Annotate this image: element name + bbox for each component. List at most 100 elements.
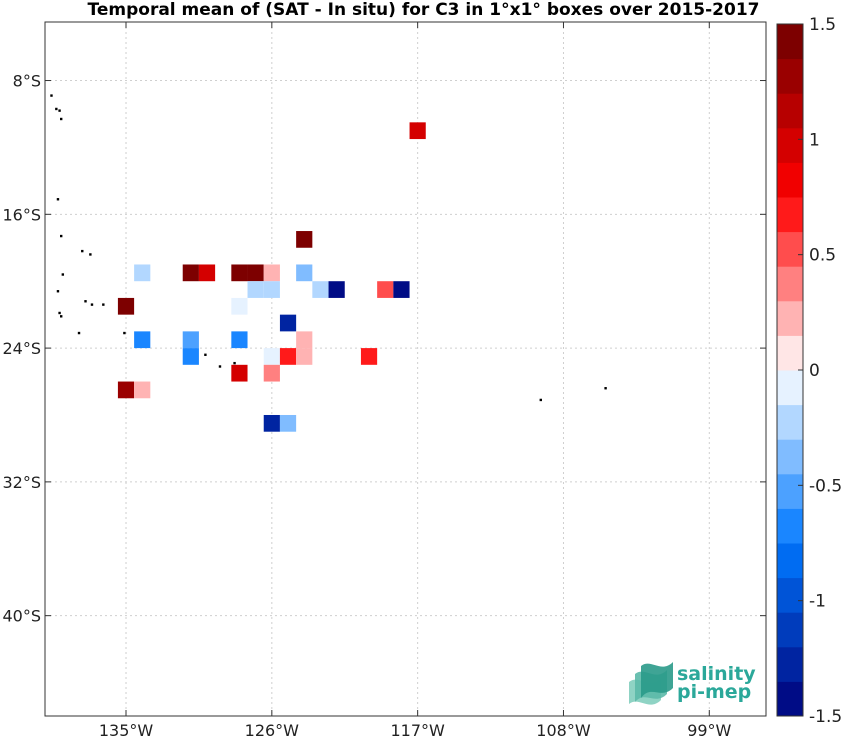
data-cell bbox=[134, 331, 151, 349]
y-tick-label: 32°S bbox=[2, 473, 41, 492]
data-cell bbox=[231, 364, 248, 382]
island-dot bbox=[56, 290, 60, 293]
colorbar-tick-label: -1.5 bbox=[809, 707, 842, 727]
colorbar-tick-label: 0 bbox=[809, 361, 820, 381]
data-cell bbox=[231, 297, 248, 315]
map-background bbox=[45, 22, 766, 716]
colorbar-tick-label: -1 bbox=[809, 592, 826, 612]
colorbar-swatch bbox=[777, 231, 803, 267]
logo-line2: pi-mep bbox=[677, 681, 751, 703]
colorbar-swatch bbox=[777, 58, 803, 94]
data-cell bbox=[182, 331, 199, 349]
colorbar-swatch bbox=[777, 335, 803, 371]
island-dot bbox=[218, 365, 222, 368]
colorbar-swatch bbox=[777, 681, 803, 717]
data-cell bbox=[231, 264, 248, 282]
data-cell bbox=[393, 281, 410, 298]
island-dot bbox=[604, 387, 607, 390]
data-cells bbox=[117, 122, 426, 432]
colorbar-swatch bbox=[777, 543, 803, 579]
data-cell bbox=[134, 264, 151, 282]
plot-frame bbox=[44, 21, 767, 717]
x-tick-label: 117°W bbox=[390, 721, 445, 740]
salinity-pi-mep-logo: salinity pi-mep bbox=[629, 662, 756, 705]
island-dot bbox=[204, 353, 207, 356]
colorbar-swatch bbox=[777, 508, 803, 544]
colorbar-swatch bbox=[777, 646, 803, 682]
island-dot bbox=[55, 107, 58, 111]
data-cell bbox=[263, 281, 280, 298]
island-dot bbox=[61, 273, 65, 276]
island-dot bbox=[60, 234, 63, 238]
data-cell bbox=[247, 281, 264, 298]
island-dot bbox=[60, 315, 63, 318]
island-markers bbox=[50, 94, 607, 402]
data-cell bbox=[279, 314, 297, 332]
data-cell bbox=[231, 331, 248, 349]
data-cell bbox=[263, 414, 280, 432]
x-tick-label: 108°W bbox=[536, 721, 591, 740]
y-tick-label: 24°S bbox=[2, 339, 41, 358]
data-cell bbox=[134, 381, 151, 399]
colorbar-tick-label: 0.5 bbox=[809, 246, 836, 266]
colorbar-tick-label: 1.5 bbox=[809, 15, 836, 35]
x-tick-label: 99°W bbox=[687, 721, 731, 740]
x-tick-label: 135°W bbox=[99, 721, 154, 740]
colorbar: 1.5 1 0.5 0 -0.5 -1 -1.5 bbox=[776, 15, 842, 727]
colorbar-swatch bbox=[777, 370, 803, 406]
data-cell bbox=[117, 297, 135, 315]
data-cell bbox=[296, 331, 313, 349]
island-dot bbox=[89, 253, 92, 256]
data-cell bbox=[296, 348, 313, 365]
colorbar-swatch bbox=[777, 162, 803, 198]
data-cell bbox=[263, 264, 280, 282]
y-tick-label: 8°S bbox=[13, 72, 41, 91]
colorbar-swatch bbox=[777, 24, 803, 60]
colorbar-swatch bbox=[777, 439, 803, 475]
colorbar-swatch bbox=[777, 93, 803, 129]
colorbar-swatch bbox=[777, 300, 803, 336]
colorbar-swatch bbox=[777, 266, 803, 302]
island-dot bbox=[84, 300, 87, 303]
colorbar-swatch bbox=[777, 197, 803, 233]
island-dot bbox=[539, 398, 542, 402]
island-dot bbox=[123, 331, 126, 335]
data-cell bbox=[117, 381, 135, 399]
colorbar-swatch bbox=[777, 577, 803, 613]
data-cell bbox=[182, 348, 199, 365]
data-cell bbox=[377, 281, 394, 298]
data-cell bbox=[328, 281, 345, 298]
data-cell bbox=[182, 264, 199, 282]
island-dot bbox=[233, 361, 236, 365]
data-cell bbox=[312, 281, 329, 298]
island-dot bbox=[102, 303, 105, 306]
data-cell bbox=[409, 122, 426, 140]
logo-wave-icon bbox=[629, 662, 673, 705]
island-dot bbox=[60, 117, 63, 121]
island-dot bbox=[77, 331, 81, 335]
map-area bbox=[45, 22, 766, 716]
data-cell bbox=[360, 348, 378, 365]
island-dot bbox=[81, 249, 84, 253]
data-cell bbox=[263, 348, 280, 365]
logo-line1: salinity bbox=[677, 663, 756, 685]
data-cell bbox=[296, 264, 313, 282]
data-cell bbox=[263, 364, 280, 382]
data-cell bbox=[279, 348, 297, 365]
y-axis-ticks: 8°S 16°S 24°S 32°S 40°S bbox=[2, 72, 766, 626]
y-tick-label: 40°S bbox=[2, 607, 41, 626]
x-tick-label: 126°W bbox=[245, 721, 300, 740]
y-tick-label: 16°S bbox=[2, 205, 41, 224]
x-axis-ticks: 135°W 126°W 117°W 108°W 99°W bbox=[99, 22, 732, 740]
colorbar-swatch bbox=[777, 127, 803, 163]
data-cell bbox=[198, 264, 216, 282]
chart-title: Temporal mean of (SAT - In situ) for C3 … bbox=[87, 0, 760, 20]
colorbar-tick-label: 1 bbox=[809, 130, 820, 150]
data-cell bbox=[247, 264, 264, 282]
island-dot bbox=[58, 311, 61, 315]
data-cell bbox=[296, 231, 313, 248]
colorbar-swatch bbox=[777, 404, 803, 440]
colorbar-tick-label: -0.5 bbox=[809, 476, 842, 496]
island-dot bbox=[50, 94, 53, 97]
